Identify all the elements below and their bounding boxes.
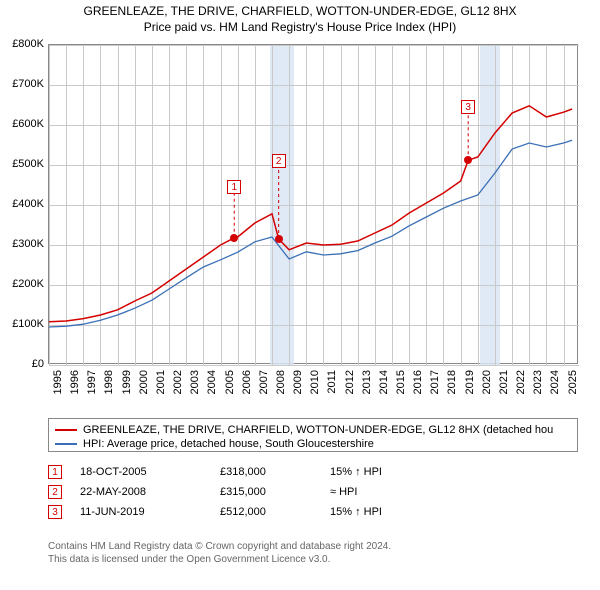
legend-swatch: [55, 443, 77, 445]
gridline-h: [49, 365, 579, 366]
marker-label: 3: [461, 100, 475, 114]
annotation-delta: ≈ HPI: [330, 486, 450, 498]
xtick-label: 2016: [412, 370, 424, 398]
annotation-marker: 1: [48, 465, 62, 479]
title-line-2: Price paid vs. HM Land Registry's House …: [0, 20, 600, 34]
xtick-label: 2020: [481, 370, 493, 398]
series-property: [49, 106, 572, 322]
xtick-label: 1996: [69, 370, 81, 398]
xtick-label: 2005: [224, 370, 236, 398]
xtick-label: 2024: [549, 370, 561, 398]
xtick-label: 2012: [344, 370, 356, 398]
xtick-label: 2009: [292, 370, 304, 398]
ytick-label: £700K: [2, 78, 44, 90]
annotation-row: 2 22-MAY-2008£315,000≈ HPI: [48, 482, 450, 502]
xtick-label: 2019: [464, 370, 476, 398]
annotation-row: 3 11-JUN-2019£512,00015% ↑ HPI: [48, 502, 450, 522]
xtick-label: 2004: [206, 370, 218, 398]
xtick-label: 2010: [309, 370, 321, 398]
xtick-label: 2021: [498, 370, 510, 398]
annotation-price: £512,000: [220, 506, 330, 518]
ytick-label: £100K: [2, 318, 44, 330]
xtick-label: 2017: [429, 370, 441, 398]
annotation-date: 18-OCT-2005: [80, 466, 220, 478]
annotation-delta: 15% ↑ HPI: [330, 466, 450, 478]
xtick-label: 1998: [103, 370, 115, 398]
line-layer: [49, 45, 579, 365]
chart-container: GREENLEAZE, THE DRIVE, CHARFIELD, WOTTON…: [0, 0, 600, 590]
series-hpi: [49, 140, 572, 327]
marker-dot: [464, 156, 472, 164]
legend-swatch: [55, 429, 77, 431]
annotation-table: 118-OCT-2005£318,00015% ↑ HPI222-MAY-200…: [48, 462, 450, 522]
xtick-label: 2003: [189, 370, 201, 398]
xtick-label: 2007: [258, 370, 270, 398]
marker-label: 1: [227, 180, 241, 194]
legend-item: HPI: Average price, detached house, Sout…: [55, 437, 571, 451]
marker-dot: [230, 234, 238, 242]
annotation-row: 1 18-OCT-2005£318,00015% ↑ HPI: [48, 462, 450, 482]
xtick-label: 1997: [86, 370, 98, 398]
annotation-delta: 15% ↑ HPI: [330, 506, 450, 518]
xtick-label: 2025: [567, 370, 579, 398]
ytick-label: £200K: [2, 278, 44, 290]
xtick-label: 2014: [378, 370, 390, 398]
xtick-label: 2002: [172, 370, 184, 398]
annotation-price: £318,000: [220, 466, 330, 478]
ytick-label: £800K: [2, 38, 44, 50]
footer-line-2: This data is licensed under the Open Gov…: [48, 553, 391, 566]
legend: GREENLEAZE, THE DRIVE, CHARFIELD, WOTTON…: [48, 418, 578, 452]
xtick-label: 2013: [361, 370, 373, 398]
xtick-label: 2006: [241, 370, 253, 398]
annotation-price: £315,000: [220, 486, 330, 498]
legend-item: GREENLEAZE, THE DRIVE, CHARFIELD, WOTTON…: [55, 423, 571, 437]
xtick-label: 2001: [155, 370, 167, 398]
xtick-label: 2023: [532, 370, 544, 398]
annotation-marker: 3: [48, 505, 62, 519]
marker-label: 2: [272, 154, 286, 168]
ytick-label: £0: [2, 358, 44, 370]
xtick-label: 2018: [446, 370, 458, 398]
ytick-label: £500K: [2, 158, 44, 170]
xtick-label: 2015: [395, 370, 407, 398]
annotation-date: 22-MAY-2008: [80, 486, 220, 498]
xtick-label: 2000: [138, 370, 150, 398]
xtick-label: 2008: [275, 370, 287, 398]
annotation-date: 11-JUN-2019: [80, 506, 220, 518]
footer-line-1: Contains HM Land Registry data © Crown c…: [48, 540, 391, 553]
annotation-marker: 2: [48, 485, 62, 499]
ytick-label: £400K: [2, 198, 44, 210]
title-line-1: GREENLEAZE, THE DRIVE, CHARFIELD, WOTTON…: [0, 4, 600, 18]
footer-attribution: Contains HM Land Registry data © Crown c…: [48, 540, 391, 566]
xtick-label: 2022: [515, 370, 527, 398]
ytick-label: £600K: [2, 118, 44, 130]
legend-label: GREENLEAZE, THE DRIVE, CHARFIELD, WOTTON…: [83, 424, 553, 436]
xtick-label: 2011: [326, 370, 338, 398]
xtick-label: 1999: [121, 370, 133, 398]
legend-label: HPI: Average price, detached house, Sout…: [83, 438, 374, 450]
plot-area: 1 2 3: [48, 44, 578, 364]
title-block: GREENLEAZE, THE DRIVE, CHARFIELD, WOTTON…: [0, 0, 600, 34]
xtick-label: 1995: [52, 370, 64, 398]
ytick-label: £300K: [2, 238, 44, 250]
marker-dot: [275, 235, 283, 243]
